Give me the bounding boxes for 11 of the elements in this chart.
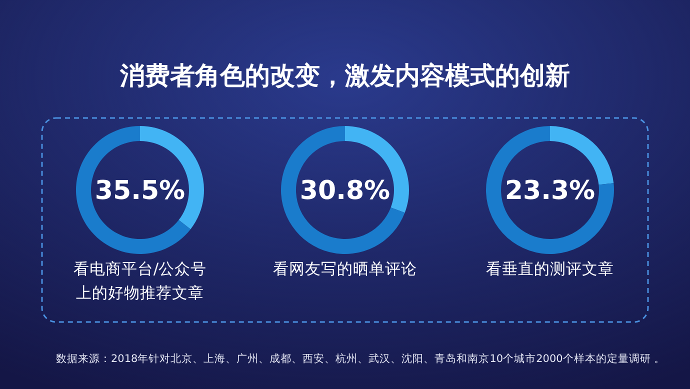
source-note: 数据来源：2018年针对北京、上海、广州、成都、西安、杭州、武汉、沈阳、青岛和南京10个城市2000个样本的定量调研 。: [56, 352, 666, 365]
donut-slice: [486, 126, 614, 254]
text: 看电商平台/公众号上的好物推荐文章: [73, 260, 207, 302]
donut-slice: [76, 126, 191, 254]
text: 消费者角色的改变，激发内容模式的创新: [119, 61, 570, 90]
text: 30.8%: [300, 176, 390, 206]
donut-slice: [281, 126, 405, 254]
text: 看垂直的测评文章: [486, 260, 614, 278]
text: 35.5%: [94, 176, 186, 206]
text: 23.3%: [504, 176, 596, 206]
text: 看网友写的晒单评论: [273, 260, 417, 278]
